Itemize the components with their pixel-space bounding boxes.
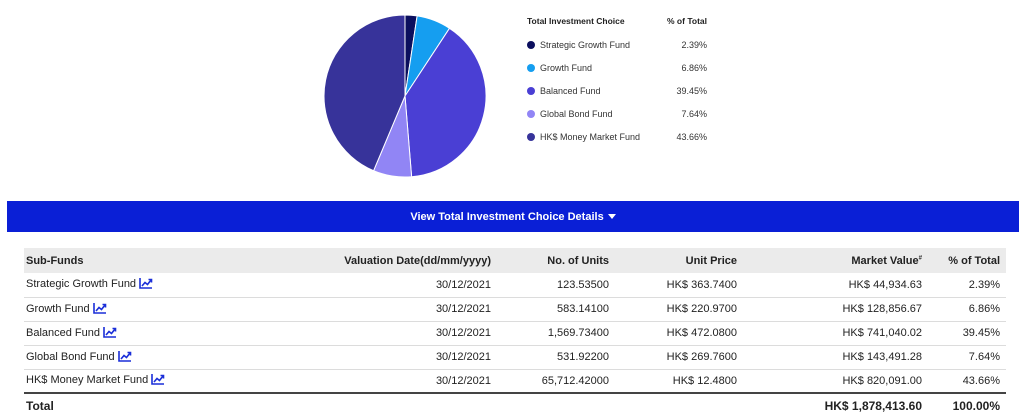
unit-price-cell: HK$ 472.0800 [615,321,743,346]
unit-price-cell: HK$ 269.7600 [615,345,743,370]
fund-name-cell: Global Bond Fund [24,345,234,370]
view-details-button[interactable]: View Total Investment Choice Details [7,201,1019,232]
col-sub-funds: Sub-Funds [24,248,234,273]
table-row: Strategic Growth Fund 30/12/2021 123.53500… [24,273,1006,298]
table-row: Growth Fund 30/12/2021 583.14100 HK$ 220.97… [24,297,1006,322]
units-cell: 531.92200 [497,345,615,370]
total-pct: 100.00% [928,392,1006,417]
legend-pct-title: % of Total [667,16,707,26]
total-label: Total [24,392,234,417]
valuation-date-cell: 30/12/2021 [234,273,497,298]
legend-item: Growth Fund 6.86% [527,56,707,79]
legend-swatch [527,63,535,72]
legend-item: Global Bond Fund 7.64% [527,102,707,125]
legend-item-name: Balanced Fund [540,85,601,96]
valuation-date-cell: 30/12/2021 [234,345,497,370]
pie-slice[interactable] [404,27,487,178]
trend-chart-icon[interactable] [117,350,132,365]
table-row: Balanced Fund 30/12/2021 1,569.73400 HK$ 47… [24,321,1006,346]
legend-item: Strategic Growth Fund 2.39% [527,33,707,56]
market-value-cell: HK$ 820,091.00 [743,369,928,394]
legend-item: Balanced Fund 39.45% [527,79,707,102]
view-details-label: View Total Investment Choice Details [410,210,604,223]
allocation-chart: Total Investment Choice % of Total Strat… [0,0,1024,190]
legend-item-pct: 43.66% [676,131,707,142]
unit-price-cell: HK$ 220.9700 [615,297,743,322]
legend-item-name: Strategic Growth Fund [540,39,631,50]
table-row: HK$ Money Market Fund 30/12/2021 65,712.42… [24,369,1006,394]
legend-swatch [527,132,535,141]
table-row: Global Bond Fund 30/12/2021 531.92200 HK$ 2… [24,345,1006,370]
pct-total-cell: 7.64% [928,345,1006,370]
unit-price-cell: HK$ 363.7400 [615,273,743,298]
legend-title: Total Investment Choice [527,16,625,26]
pct-total-cell: 6.86% [928,297,1006,322]
units-cell: 1,569.73400 [497,321,615,346]
col-valuation-date: Valuation Date(dd/mm/yyyy) [234,248,497,273]
unit-price-cell: HK$ 12.4800 [615,369,743,394]
market-value-cell: HK$ 143,491.28 [743,345,928,370]
legend-rows: Strategic Growth Fund 2.39% Growth Fund 6.8… [527,33,707,148]
legend-item: HK$ Money Market Fund 43.66% [527,125,707,148]
total-row: Total HK$ 1,878,413.60 100.00% [24,392,1006,417]
pie-chart [323,14,487,178]
fund-name-cell: Growth Fund [24,297,234,322]
table-header-row: Sub-Funds Valuation Date(dd/mm/yyyy) No.… [24,248,1006,273]
col-market-value: Market Value# [743,248,928,273]
legend-item-name: Growth Fund [540,62,593,73]
fund-name-cell: Strategic Growth Fund [24,273,234,298]
total-empty [497,392,615,417]
legend-item-name: HK$ Money Market Fund [540,131,641,142]
sub-funds-table: Sub-Funds Valuation Date(dd/mm/yyyy) No.… [24,248,1006,417]
col-units: No. of Units [497,248,615,273]
fund-name-cell: Balanced Fund [24,321,234,346]
market-value-footnote-mark: # [918,254,922,261]
trend-chart-icon[interactable] [92,302,107,317]
legend-item-pct: 2.39% [681,39,707,50]
pct-total-cell: 2.39% [928,273,1006,298]
pie-slice[interactable] [323,14,406,172]
fund-name: Global Bond Fund [26,350,115,363]
legend-item-pct: 39.45% [676,85,707,96]
units-cell: 65,712.42000 [497,369,615,394]
pie-legend: Total Investment Choice % of Total Strat… [527,16,707,148]
legend-swatch [527,86,535,95]
market-value-cell: HK$ 44,934.63 [743,273,928,298]
valuation-date-cell: 30/12/2021 [234,321,497,346]
legend-item-name: Global Bond Fund [540,108,613,119]
total-empty [234,392,497,417]
valuation-date-cell: 30/12/2021 [234,369,497,394]
legend-item-pct: 7.64% [681,108,707,119]
fund-name: Strategic Growth Fund [26,278,137,291]
trend-chart-icon[interactable] [151,373,165,388]
units-cell: 123.53500 [497,273,615,298]
market-value-cell: HK$ 741,040.02 [743,321,928,346]
valuation-date-cell: 30/12/2021 [234,297,497,322]
market-value-header: Market Value [851,254,919,267]
units-cell: 583.14100 [497,297,615,322]
fund-name-cell: HK$ Money Market Fund [24,369,234,394]
col-pct-total: % of Total [928,248,1006,273]
table-body: Strategic Growth Fund 30/12/2021 123.53500… [24,273,1006,394]
fund-name: Growth Fund [26,302,90,315]
fund-name: HK$ Money Market Fund [26,374,149,387]
trend-chart-icon[interactable] [103,326,117,341]
legend-swatch [527,40,535,49]
caret-down-icon [607,214,616,219]
pct-total-cell: 43.66% [928,369,1006,394]
fund-name: Balanced Fund [26,326,100,339]
market-value-cell: HK$ 128,856.67 [743,297,928,322]
legend-swatch [527,109,535,118]
col-unit-price: Unit Price [615,248,743,273]
legend-item-pct: 6.86% [681,62,707,73]
legend-header: Total Investment Choice % of Total [527,16,707,30]
pct-total-cell: 39.45% [928,321,1006,346]
trend-chart-icon[interactable] [139,277,153,292]
total-market-value: HK$ 1,878,413.60 [743,392,928,417]
total-empty [615,392,743,417]
